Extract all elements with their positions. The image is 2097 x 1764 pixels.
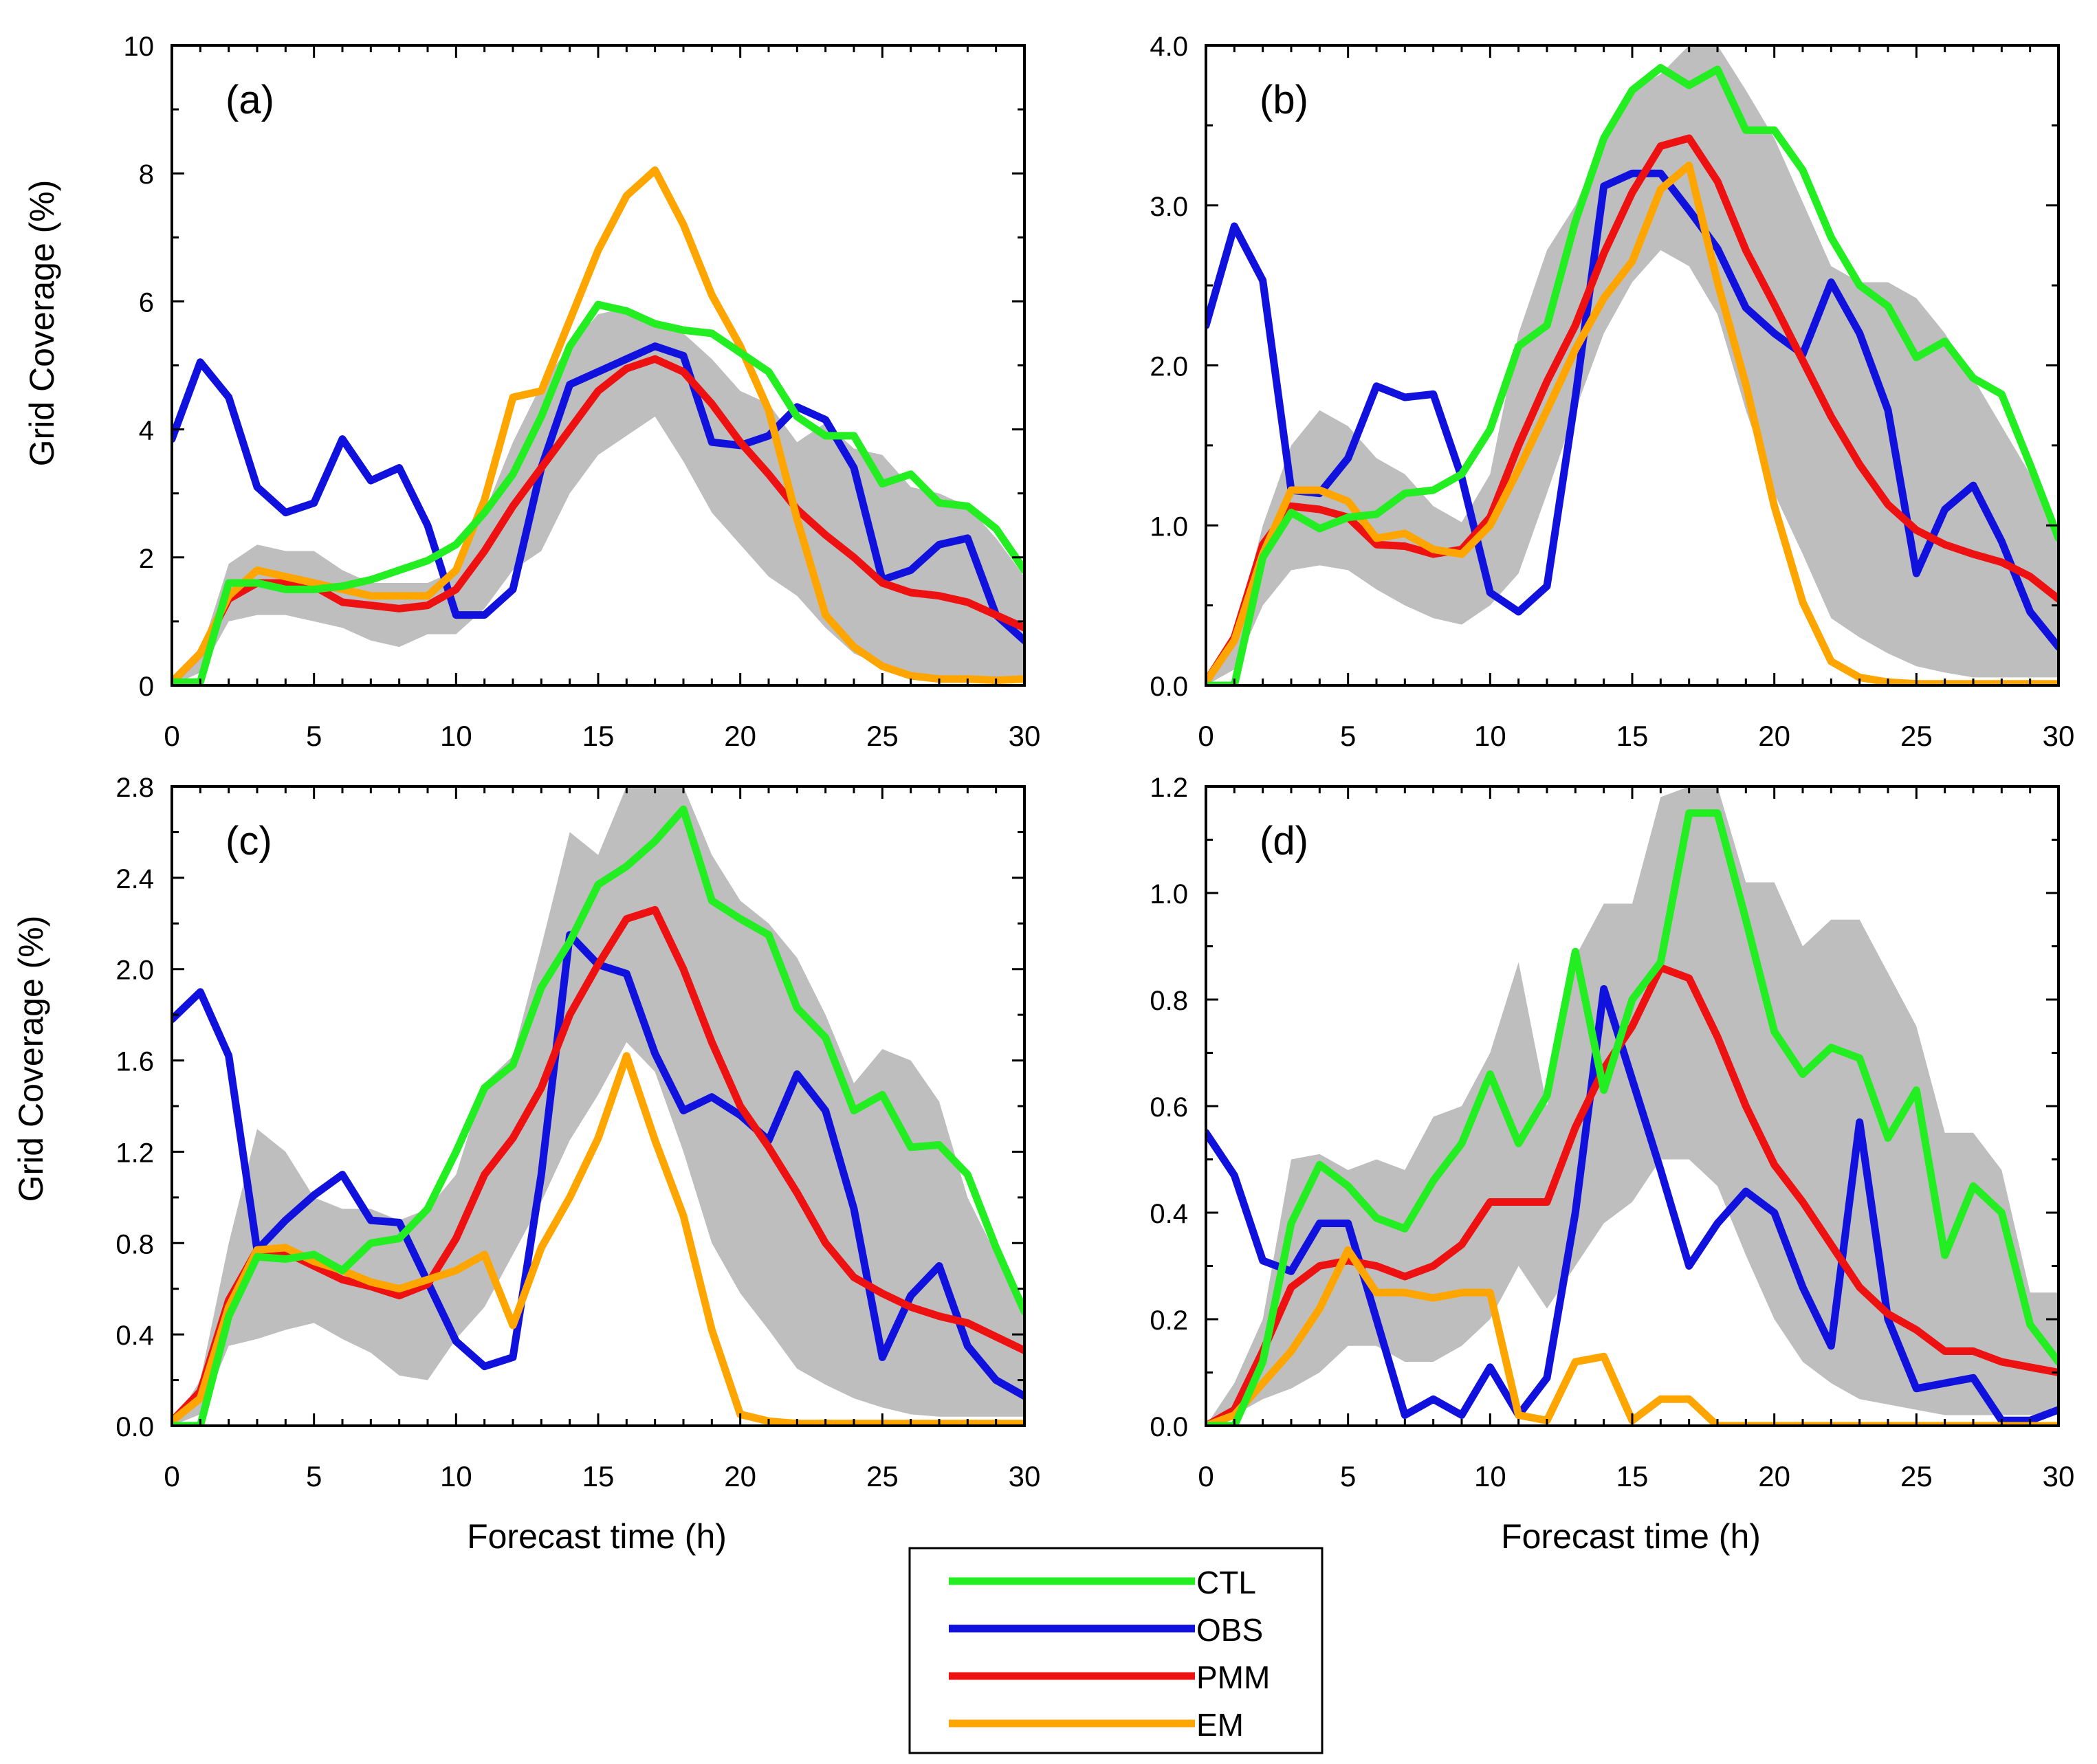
legend-label-obs: OBS	[1196, 1612, 1263, 1648]
legend-label-ctl: CTL	[1196, 1565, 1256, 1600]
x-tick-label-a-25: 25	[866, 720, 899, 752]
x-tick-label-c-0: 0	[164, 1460, 179, 1492]
series-line-ctl-b	[1206, 64, 2058, 685]
y-tick-label-b-1: 1.0	[1150, 511, 1188, 542]
x-tick-label-d-0: 0	[1198, 1460, 1214, 1492]
legend-label-em: EM	[1196, 1707, 1244, 1743]
y-tick-label-d-1: 0.2	[1150, 1305, 1188, 1336]
series-line-ctl-c	[172, 805, 1024, 1426]
y-axis-title-top: Grid Coverage (%)	[23, 180, 61, 467]
y-tick-label-d-5: 1.0	[1150, 879, 1188, 909]
x-tick-label-d-15: 15	[1616, 1460, 1649, 1492]
spread-band-d	[1206, 786, 2058, 1426]
panel-label-b: (b)	[1260, 78, 1308, 122]
plot-area-b	[1206, 45, 2058, 685]
panel-c: 0 5 10 15 20 25 30 0.0 0.4 0.8 1.2 1.6 2.0 2.4 2.8 (c)	[116, 773, 1040, 1492]
plot-area-a	[172, 166, 1024, 685]
x-tick-label-d-25: 25	[1900, 1460, 1933, 1492]
x-tick-label-c-10: 10	[440, 1460, 472, 1492]
x-tick-label-d-30: 30	[2043, 1460, 2075, 1492]
y-tick-label-a-5: 10	[124, 32, 155, 62]
y-tick-label-a-4: 8	[139, 159, 154, 190]
y-tick-label-a-2: 4	[139, 416, 154, 446]
y-tick-label-c-6: 2.4	[116, 864, 154, 894]
y-tick-label-d-0: 0.0	[1150, 1412, 1188, 1442]
panel-b: 0 5 10 15 20 25 30 0.0 1.0 2.0 3.0 4.0 (b)	[1150, 32, 2074, 752]
y-tick-label-d-3: 0.6	[1150, 1092, 1188, 1123]
x-tick-label-a-20: 20	[724, 720, 756, 752]
x-tick-label-b-30: 30	[2043, 720, 2075, 752]
panel-label-c: (c)	[226, 819, 272, 863]
x-tick-label-c-30: 30	[1009, 1460, 1041, 1492]
y-tick-label-a-1: 2	[139, 544, 154, 574]
legend: CTL OBS PMM EM	[908, 1547, 1324, 1754]
panel-label-d: (d)	[1260, 819, 1308, 863]
panels-group: 0 5 10 15 20 25 30 0 2 4 6 8 10 (a) 0 5 10 15 20 25 30 0.0 1.0…	[116, 32, 2074, 1492]
y-tick-label-b-4: 4.0	[1150, 32, 1188, 62]
plot-area-d	[1206, 786, 2058, 1426]
y-tick-label-a-0: 0	[139, 672, 154, 702]
x-tick-label-c-5: 5	[306, 1460, 322, 1492]
y-tick-label-b-0: 0.0	[1150, 672, 1188, 702]
legend-entry-pmm: PMM	[949, 1660, 1270, 1695]
x-tick-label-a-15: 15	[582, 720, 615, 752]
spread-band-a	[172, 307, 1024, 685]
series-line-pmm-d	[1206, 964, 2058, 1426]
y-tick-label-d-2: 0.4	[1150, 1199, 1188, 1229]
x-tick-label-a-5: 5	[306, 720, 322, 752]
x-tick-label-a-30: 30	[1009, 720, 1041, 752]
y-tick-label-c-0: 0.0	[116, 1412, 154, 1442]
y-tick-label-c-3: 1.2	[116, 1138, 154, 1168]
x-tick-label-b-15: 15	[1616, 720, 1649, 752]
panel-d: 0 5 10 15 20 25 30 0.0 0.2 0.4 0.6 0.8 1.0 1.2 (d)	[1150, 773, 2074, 1492]
legend-entry-em: EM	[949, 1707, 1244, 1743]
axis-titles: Grid Coverage (%) Grid Coverage (%) Fore…	[12, 180, 1761, 1556]
y-tick-label-c-7: 2.8	[116, 773, 154, 803]
spread-band-c	[172, 786, 1024, 1426]
plot-area-c	[172, 786, 1024, 1426]
x-tick-label-b-20: 20	[1758, 720, 1790, 752]
series-line-obs-b	[1206, 169, 2058, 651]
y-tick-label-c-1: 0.4	[116, 1321, 154, 1351]
legend-entry-ctl: CTL	[949, 1565, 1256, 1600]
series-line-ctl-d	[1206, 809, 2058, 1426]
series-line-pmm-c	[172, 905, 1024, 1425]
x-tick-label-c-15: 15	[582, 1460, 615, 1492]
y-tick-label-b-3: 3.0	[1150, 192, 1188, 222]
x-tick-label-b-10: 10	[1474, 720, 1506, 752]
x-tick-label-b-0: 0	[1198, 720, 1214, 752]
y-tick-label-c-2: 0.8	[116, 1229, 154, 1259]
x-tick-label-d-5: 5	[1340, 1460, 1356, 1492]
x-tick-label-d-20: 20	[1758, 1460, 1790, 1492]
y-tick-label-a-3: 6	[139, 287, 154, 318]
panel-label-a: (a)	[226, 78, 274, 122]
legend-label-pmm: PMM	[1196, 1660, 1270, 1695]
x-tick-label-a-0: 0	[164, 720, 179, 752]
y-axis-title-bottom: Grid Coverage (%)	[12, 916, 50, 1202]
y-tick-label-d-4: 0.8	[1150, 986, 1188, 1016]
series-line-em-a	[172, 166, 1024, 685]
series-line-ctl-a	[172, 300, 1024, 685]
x-tick-label-c-20: 20	[724, 1460, 756, 1492]
x-tick-label-b-25: 25	[1900, 720, 1933, 752]
x-axis-title-right: Forecast time (h)	[1501, 1517, 1761, 1556]
series-line-obs-d	[1206, 985, 2058, 1424]
x-tick-label-d-10: 10	[1474, 1460, 1506, 1492]
x-tick-label-c-25: 25	[866, 1460, 899, 1492]
x-tick-label-a-10: 10	[440, 720, 472, 752]
y-tick-label-c-5: 2.0	[116, 956, 154, 986]
x-tick-label-b-5: 5	[1340, 720, 1356, 752]
spread-band-b	[1206, 45, 2058, 685]
x-axis-title-left: Forecast time (h)	[467, 1517, 727, 1556]
legend-entry-obs: OBS	[949, 1612, 1263, 1648]
y-tick-label-d-6: 1.2	[1150, 773, 1188, 803]
y-tick-label-c-4: 1.6	[116, 1047, 154, 1077]
y-tick-label-b-2: 2.0	[1150, 352, 1188, 382]
panel-a: 0 5 10 15 20 25 30 0 2 4 6 8 10 (a)	[124, 32, 1041, 752]
